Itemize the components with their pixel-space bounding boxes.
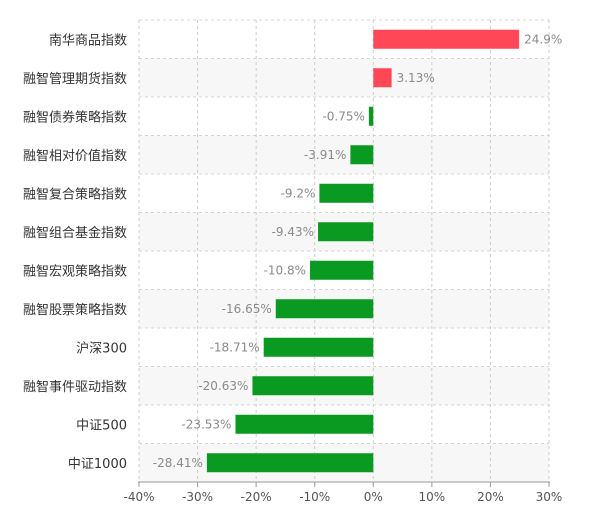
category-label: 融智债券策略指数: [23, 109, 127, 125]
bars: [206, 29, 520, 473]
category-label: 中证1000: [68, 457, 127, 472]
category-label: 融智宏观策略指数: [23, 263, 127, 279]
bar[interactable]: [350, 145, 374, 165]
bar[interactable]: [310, 260, 374, 280]
value-labels: 24.9% 3.13% -0.75% -3.91% -9.2% -9.43% -10.8% -…: [153, 32, 562, 470]
data-label: -16.65%: [222, 302, 272, 316]
data-label: -18.71%: [210, 340, 260, 354]
x-tick-label: 20%: [477, 490, 504, 504]
bar[interactable]: [318, 222, 374, 242]
x-tick-label: -10%: [299, 490, 330, 504]
bar[interactable]: [319, 183, 374, 203]
x-tick-label: 30%: [536, 490, 563, 504]
x-tick-label: -40%: [123, 490, 154, 504]
bar[interactable]: [368, 106, 374, 126]
x-tick-label: 0%: [364, 490, 383, 504]
x-tick-label: -20%: [241, 490, 272, 504]
data-label: -0.75%: [322, 109, 364, 123]
category-label: 中证500: [76, 418, 127, 433]
data-label: -10.8%: [264, 263, 306, 277]
bar[interactable]: [373, 29, 520, 49]
bar[interactable]: [235, 414, 374, 434]
category-label: 沪深300: [76, 340, 127, 356]
category-label: 融智相对价值指数: [23, 148, 127, 164]
category-label: 融智管理期货指数: [23, 71, 127, 87]
x-axis: -40% -30% -20% -10% 0% 10% 20% 30%: [123, 481, 563, 504]
data-label: -9.2%: [281, 186, 316, 200]
row-band: [139, 135, 549, 174]
data-label: -20.63%: [198, 379, 248, 393]
bar[interactable]: [263, 337, 374, 357]
category-label: 南华商品指数: [49, 32, 127, 48]
data-label: 24.9%: [524, 32, 562, 46]
x-tick-label: -30%: [182, 490, 213, 504]
data-label: -28.41%: [153, 456, 203, 470]
category-label: 融智事件驱动指数: [23, 380, 127, 395]
data-label: -3.91%: [304, 148, 346, 162]
category-labels: 南华商品指数融智管理期货指数融智债券策略指数融智相对价值指数融智复合策略指数融智…: [23, 32, 127, 472]
row-band: [139, 58, 549, 97]
category-label: 融智复合策略指数: [23, 186, 127, 202]
data-label: -9.43%: [272, 225, 314, 239]
category-label: 融智组合基金指数: [23, 225, 127, 241]
bar[interactable]: [252, 376, 374, 396]
bar[interactable]: [206, 453, 374, 473]
data-label: 3.13%: [397, 71, 435, 85]
bar[interactable]: [373, 68, 392, 88]
x-tick-label: 10%: [419, 490, 446, 504]
bar[interactable]: [275, 299, 374, 319]
data-label: -23.53%: [181, 417, 231, 431]
category-label: 融智股票策略指数: [23, 302, 127, 318]
